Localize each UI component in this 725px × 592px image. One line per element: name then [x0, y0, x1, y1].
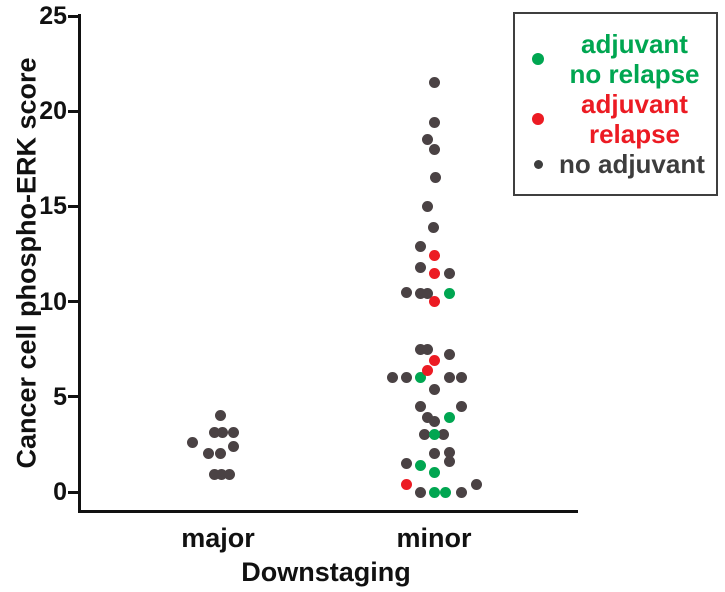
legend-label: relapse [588, 119, 681, 149]
data-point-no-adjuvant [428, 117, 440, 129]
legend-label: no relapse [569, 59, 700, 89]
legend-label: no adjuvant [559, 149, 705, 179]
data-point-adjuvant-no-relapse [440, 486, 452, 498]
data-point-adjuvant-no-relapse [443, 412, 455, 424]
y-tick-mark [68, 109, 79, 113]
data-point-no-adjuvant [443, 349, 455, 361]
legend-label: adjuvant [581, 29, 688, 59]
x-category-label-major: major [181, 523, 255, 553]
data-point-no-adjuvant [400, 286, 412, 298]
data-point-adjuvant-relapse [400, 478, 412, 490]
data-point-no-adjuvant [414, 261, 426, 273]
data-point-adjuvant-relapse [428, 355, 440, 367]
data-point-no-adjuvant [400, 372, 412, 384]
data-point-no-adjuvant [455, 400, 467, 412]
data-point-no-adjuvant [208, 469, 220, 481]
y-tick-mark [68, 300, 79, 304]
legend: adjuvant no relapse adjuvant relapse no … [513, 12, 718, 196]
y-tick-label: 10 [39, 287, 67, 316]
data-point-no-adjuvant [227, 427, 239, 439]
data-point-no-adjuvant [414, 288, 426, 300]
data-point-no-adjuvant [422, 343, 434, 355]
y-tick-mark [68, 204, 79, 208]
data-point-no-adjuvant [414, 400, 426, 412]
data-point-adjuvant-relapse [428, 267, 440, 279]
data-point-no-adjuvant [418, 429, 430, 441]
data-point-adjuvant-relapse [428, 250, 440, 262]
legend-item-adjuvant-no-relapse: adjuvant no relapse [519, 29, 712, 89]
data-point-no-adjuvant [422, 134, 434, 146]
data-point-adjuvant-no-relapse [428, 486, 440, 498]
data-point-no-adjuvant [427, 221, 439, 233]
data-point-adjuvant-relapse [422, 364, 434, 376]
data-point-no-adjuvant [227, 440, 239, 452]
x-axis-title: Downstaging [241, 557, 411, 587]
data-point-no-adjuvant [443, 456, 455, 468]
x-axis-line [79, 510, 578, 513]
data-point-no-adjuvant [414, 343, 426, 355]
data-point-no-adjuvant [202, 448, 214, 460]
data-point-no-adjuvant [216, 427, 228, 439]
data-point-no-adjuvant [223, 469, 235, 481]
data-point-no-adjuvant [215, 410, 227, 422]
data-point-no-adjuvant [415, 240, 427, 252]
data-point-no-adjuvant [437, 429, 449, 441]
legend-item-adjuvant-relapse: adjuvant relapse [519, 89, 712, 149]
data-point-no-adjuvant [456, 372, 468, 384]
y-tick-label: 0 [53, 478, 67, 506]
data-point-no-adjuvant [216, 469, 228, 481]
data-point-no-adjuvant [428, 77, 440, 89]
data-point-no-adjuvant [443, 267, 455, 279]
legend-label: adjuvant [581, 89, 688, 119]
data-point-no-adjuvant [400, 457, 412, 469]
y-tick-label: 25 [39, 2, 67, 30]
data-point-no-adjuvant [428, 143, 440, 155]
data-point-no-adjuvant [429, 172, 441, 184]
data-point-adjuvant-no-relapse [443, 288, 455, 300]
data-point-no-adjuvant [414, 486, 426, 498]
data-point-no-adjuvant [421, 412, 433, 424]
data-point-no-adjuvant [471, 478, 483, 490]
data-point-no-adjuvant [428, 383, 440, 395]
green-dot-icon [532, 53, 544, 65]
data-point-adjuvant-no-relapse [414, 372, 426, 384]
y-tick-mark [68, 395, 79, 399]
data-point-adjuvant-no-relapse [428, 467, 440, 479]
data-point-no-adjuvant [422, 288, 434, 300]
data-point-no-adjuvant [208, 427, 220, 439]
data-point-no-adjuvant [443, 372, 455, 384]
data-point-no-adjuvant [455, 486, 467, 498]
gray-dot-icon [533, 159, 543, 169]
data-point-no-adjuvant [422, 200, 434, 212]
data-point-no-adjuvant [215, 448, 227, 460]
data-point-no-adjuvant [186, 436, 198, 448]
data-point-adjuvant-no-relapse [414, 459, 426, 471]
red-dot-icon [532, 113, 544, 125]
legend-item-no-adjuvant: no adjuvant [519, 149, 712, 179]
y-tick-mark [68, 14, 79, 18]
data-point-no-adjuvant [386, 372, 398, 384]
y-tick-label: 5 [53, 382, 67, 411]
y-axis-line [78, 14, 81, 513]
y-tick-label: 20 [39, 97, 67, 126]
x-category-label-minor: minor [396, 523, 472, 553]
data-point-no-adjuvant [443, 446, 455, 458]
data-point-adjuvant-relapse [428, 296, 440, 308]
data-point-no-adjuvant [428, 416, 440, 428]
y-tick-mark [68, 490, 79, 494]
y-tick-label: 15 [39, 192, 67, 221]
data-point-adjuvant-no-relapse [428, 429, 440, 441]
data-point-no-adjuvant [428, 448, 440, 460]
